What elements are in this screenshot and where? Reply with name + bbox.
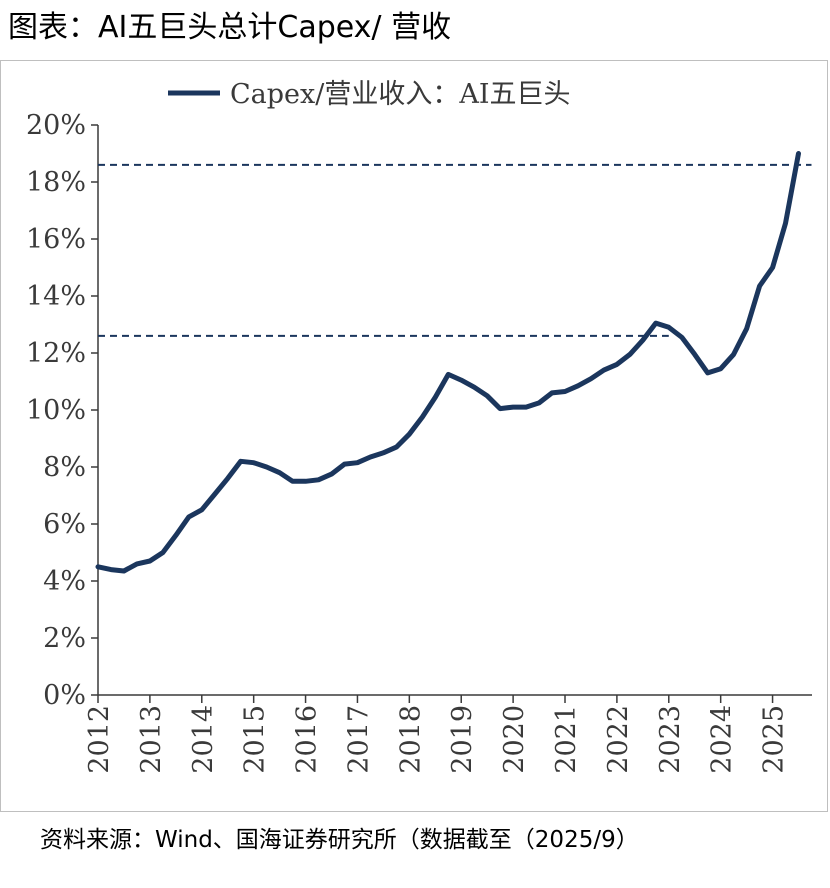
x-tick-label: 2023: [655, 705, 686, 774]
x-tick-label: 2017: [343, 705, 374, 774]
y-tick-label: 6%: [43, 509, 86, 540]
chart-title: 图表：AI五巨头总计Capex/ 营收: [8, 10, 452, 45]
y-tick-label: 0%: [43, 680, 86, 711]
x-tick-label: 2018: [395, 705, 426, 774]
x-tick-label: 2013: [136, 705, 167, 774]
reference-lines: [98, 163, 812, 337]
x-tick-label: 2019: [447, 705, 478, 774]
series-layer: [95, 151, 801, 574]
y-tick-label: 18%: [26, 167, 86, 198]
y-tick-label: 12%: [26, 338, 86, 369]
x-tick-label: 2025: [759, 705, 790, 774]
x-tick-label: 2022: [603, 705, 634, 774]
y-tick-label: 2%: [43, 623, 86, 654]
legend-label: Capex/营业收入：AI五巨头: [230, 79, 571, 110]
x-tick-label: 2014: [188, 705, 219, 774]
y-tick-label: 20%: [26, 110, 86, 141]
x-tick-label: 2021: [551, 705, 582, 774]
y-tick-label: 8%: [43, 452, 86, 483]
axes: 0% 2% 4% 6% 8% 10% 12% 14% 16% 18% 20% 2012 2013 2014…: [26, 110, 812, 774]
series-line: [95, 151, 801, 574]
x-tick-label: 2012: [84, 705, 115, 774]
x-tick-label: 2015: [240, 705, 271, 774]
y-tick-label: 16%: [26, 224, 86, 255]
x-tick-label: 2020: [499, 705, 530, 774]
x-tick-label: 2024: [707, 705, 738, 774]
chart-frame: [0, 60, 828, 812]
x-tick-label: 2016: [292, 705, 323, 774]
legend: Capex/营业收入：AI五巨头: [168, 79, 571, 110]
source-note: 资料来源：Wind、国海证券研究所（数据截至（2025/9）: [40, 827, 639, 853]
y-tick-label: 14%: [26, 281, 86, 312]
y-tick-label: 10%: [26, 395, 86, 426]
y-tick-label: 4%: [43, 566, 86, 597]
